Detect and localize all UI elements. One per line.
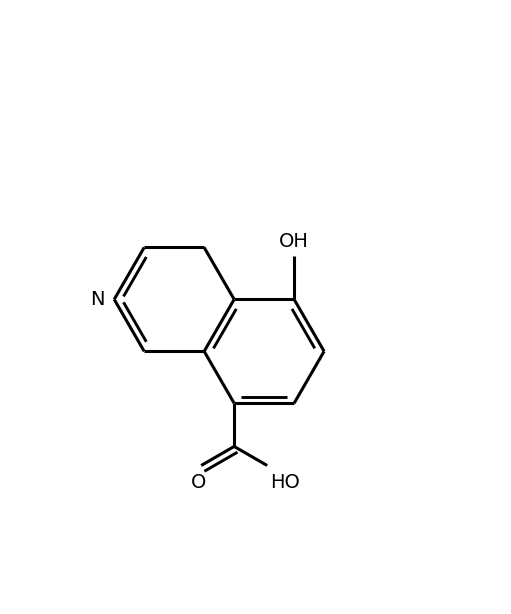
- Text: HO: HO: [270, 473, 299, 492]
- Text: N: N: [90, 290, 105, 309]
- Text: O: O: [191, 473, 206, 492]
- Text: OH: OH: [279, 232, 309, 251]
